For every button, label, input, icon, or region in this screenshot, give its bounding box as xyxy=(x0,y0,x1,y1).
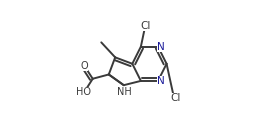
Text: N: N xyxy=(157,42,165,52)
Text: Cl: Cl xyxy=(140,21,150,31)
Text: Cl: Cl xyxy=(170,93,180,103)
Text: N: N xyxy=(157,76,165,86)
Text: O: O xyxy=(80,61,88,71)
Text: HO: HO xyxy=(76,87,91,97)
Text: NH: NH xyxy=(117,87,132,97)
